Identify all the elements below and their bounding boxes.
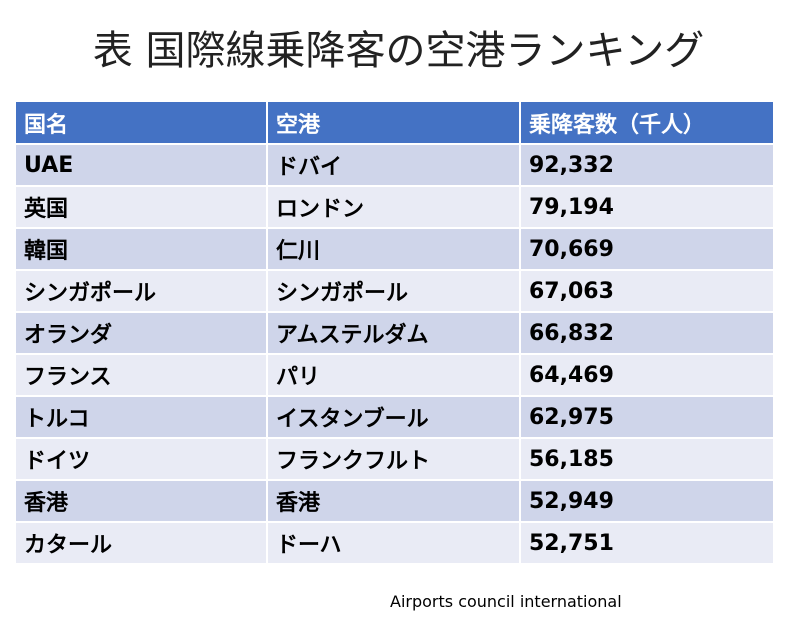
- header-cell: 乗降客数（千人）: [519, 100, 775, 145]
- table-cell: 66,832: [519, 311, 775, 355]
- table-row: 韓国 仁川 70,669: [14, 227, 775, 271]
- table-cell: フランス: [14, 353, 268, 397]
- header-cell: 空港: [266, 100, 521, 145]
- table-row: トルコ イスタンブール 62,975: [14, 395, 775, 439]
- table-cell: UAE: [14, 143, 268, 187]
- table-cell: アムステルダム: [266, 311, 521, 355]
- table-cell: ドイツ: [14, 437, 268, 481]
- table-cell: カタール: [14, 521, 268, 565]
- header-row: 国名 空港 乗降客数（千人）: [14, 100, 775, 145]
- table-body: UAE ドバイ 92,332 英国 ロンドン 79,194 韓国 仁川 70,669 シンガポール…: [14, 143, 775, 565]
- table-row: UAE ドバイ 92,332: [14, 143, 775, 187]
- table-cell: パリ: [266, 353, 521, 397]
- table-cell: 52,949: [519, 479, 775, 523]
- table-cell: 香港: [14, 479, 268, 523]
- table-cell: 79,194: [519, 185, 775, 229]
- table-cell: フランクフルト: [266, 437, 521, 481]
- table-cell: 香港: [266, 479, 521, 523]
- table-row: ドイツ フランクフルト 56,185: [14, 437, 775, 481]
- table-cell: トルコ: [14, 395, 268, 439]
- table-cell: 92,332: [519, 143, 775, 187]
- table-cell: ドバイ: [266, 143, 521, 187]
- table-row: 香港 香港 52,949: [14, 479, 775, 523]
- table-cell: 64,469: [519, 353, 775, 397]
- table-cell: ロンドン: [266, 185, 521, 229]
- table-row: シンガポール シンガポール 67,063: [14, 269, 775, 313]
- table-row: オランダ アムステルダム 66,832: [14, 311, 775, 355]
- table-cell: 62,975: [519, 395, 775, 439]
- table-cell: 仁川: [266, 227, 521, 271]
- table-cell: 52,751: [519, 521, 775, 565]
- table-row: フランス パリ 64,469: [14, 353, 775, 397]
- table-cell: 56,185: [519, 437, 775, 481]
- table-cell: シンガポール: [266, 269, 521, 313]
- table-cell: 韓国: [14, 227, 268, 271]
- table-cell: シンガポール: [14, 269, 268, 313]
- table-cell: 70,669: [519, 227, 775, 271]
- ranking-table: 国名 空港 乗降客数（千人） UAE ドバイ 92,332 英国 ロンドン 79,194 韓国仁…: [14, 100, 775, 565]
- table-cell: 英国: [14, 185, 268, 229]
- title: 表 国際線乗降客の空港ランキング: [92, 28, 705, 74]
- table-cell: イスタンブール: [266, 395, 521, 439]
- source-note: Airports council international: [390, 592, 622, 611]
- table-cell: ドーハ: [266, 521, 521, 565]
- table-row: 英国 ロンドン 79,194: [14, 185, 775, 229]
- header-cell: 国名: [14, 100, 268, 145]
- table-row: カタール ドーハ 52,751: [14, 521, 775, 565]
- table-cell: オランダ: [14, 311, 268, 355]
- table-cell: 67,063: [519, 269, 775, 313]
